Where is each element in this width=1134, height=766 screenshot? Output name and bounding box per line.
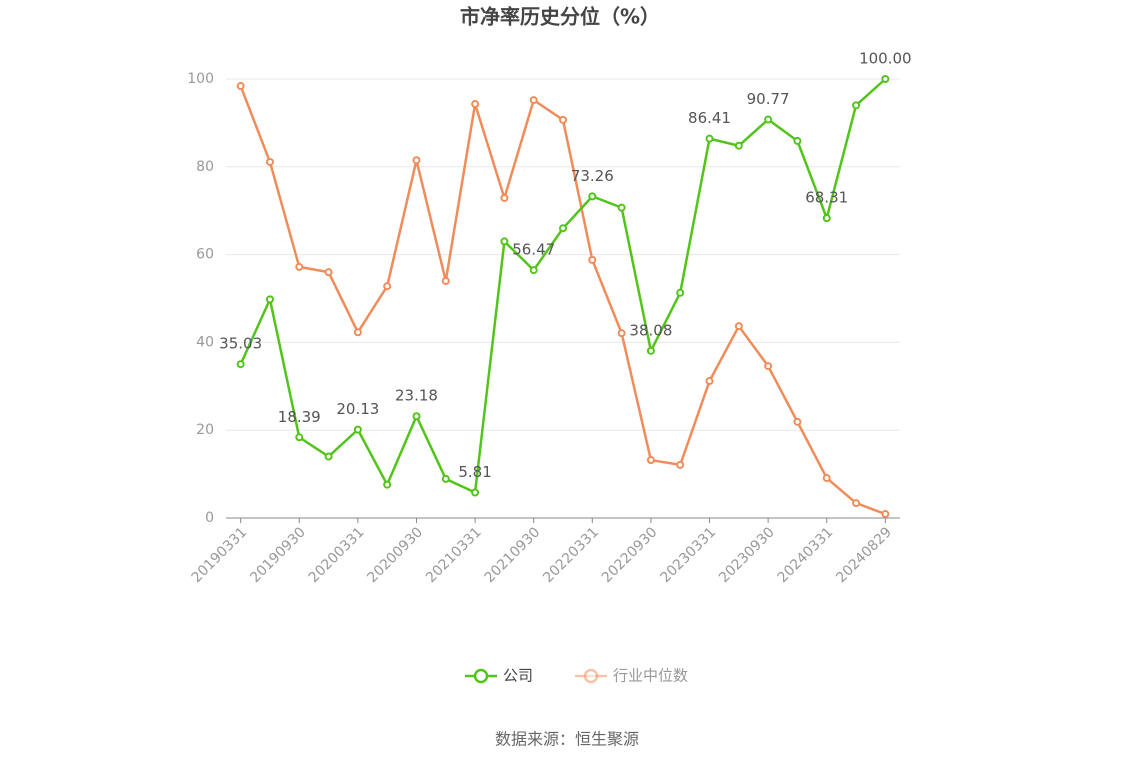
point (265, 157, 274, 166)
point (441, 474, 450, 483)
x-tick-label: 20210930 (482, 524, 544, 586)
point (793, 417, 802, 426)
data-label: 20.13 (336, 400, 379, 418)
point (852, 101, 861, 110)
point (441, 276, 450, 285)
point (617, 203, 626, 212)
point (734, 322, 743, 331)
point (471, 488, 480, 497)
point (383, 480, 392, 489)
point (529, 266, 538, 275)
point (559, 115, 567, 124)
point (500, 237, 509, 246)
point (588, 192, 597, 201)
y-tick-label: 60 (196, 247, 214, 263)
point (764, 115, 773, 124)
point (353, 425, 362, 434)
point (500, 193, 509, 202)
y-tick-label: 20 (196, 422, 214, 438)
point (822, 474, 831, 483)
point (705, 377, 714, 386)
point (412, 156, 421, 165)
legend-marker (583, 668, 599, 684)
point (617, 329, 626, 338)
point (764, 362, 773, 371)
x-tick-label: 20240331 (775, 524, 837, 586)
chart-title: 市净率历史分位（%） (460, 5, 660, 29)
y-tick-label: 40 (196, 334, 214, 350)
point (734, 141, 743, 150)
x-tick-label: 20220331 (540, 524, 602, 586)
x-tick-label: 20210331 (423, 524, 485, 586)
x-tick-label: 20200930 (364, 524, 426, 586)
y-tick-label: 100 (187, 71, 214, 87)
point (471, 100, 480, 109)
data-label: 56.47 (512, 241, 555, 259)
point (822, 214, 831, 223)
source: 数据来源：恒生聚源 (495, 730, 639, 749)
point (529, 96, 538, 105)
data-label: 38.08 (629, 321, 672, 339)
x-tick-label: 20190930 (247, 524, 309, 586)
data-label: 73.26 (571, 167, 614, 185)
point (236, 82, 245, 91)
x-tick-label: 20200331 (306, 524, 368, 586)
data-label: 86.41 (688, 109, 731, 127)
data-label: 90.77 (747, 90, 790, 108)
point (412, 412, 421, 421)
point (881, 510, 890, 519)
point (383, 282, 392, 291)
point (646, 456, 655, 465)
legend-label: 行业中位数 (613, 667, 688, 685)
point (705, 134, 714, 143)
point (236, 360, 245, 369)
point (324, 268, 333, 277)
data-label: 23.18 (395, 387, 438, 405)
point (295, 433, 304, 442)
data-label: 100.00 (859, 50, 912, 68)
data-label: 68.31 (805, 189, 848, 207)
x-tick-label: 20230331 (657, 524, 719, 586)
point (588, 255, 597, 264)
y-tick-label: 80 (196, 159, 214, 175)
y-tick-label: 0 (205, 510, 214, 526)
data-label: 5.81 (458, 463, 491, 481)
point (324, 452, 333, 461)
point (559, 224, 567, 233)
x-tick-label: 20230930 (716, 524, 778, 586)
data-label: 18.39 (278, 408, 321, 426)
x-tick-label: 20240829 (833, 524, 895, 586)
point (793, 136, 802, 145)
point (295, 262, 304, 271)
point (676, 460, 685, 469)
point (852, 499, 861, 508)
data-label: 35.03 (219, 335, 262, 353)
legend-label: 公司 (503, 667, 533, 685)
point (676, 288, 685, 297)
point (881, 75, 890, 83)
point (646, 346, 655, 355)
x-tick-label: 20220930 (599, 524, 661, 586)
x-tick-label: 20190331 (189, 524, 251, 586)
point (265, 295, 274, 304)
legend-marker (473, 668, 489, 684)
point (353, 328, 362, 337)
